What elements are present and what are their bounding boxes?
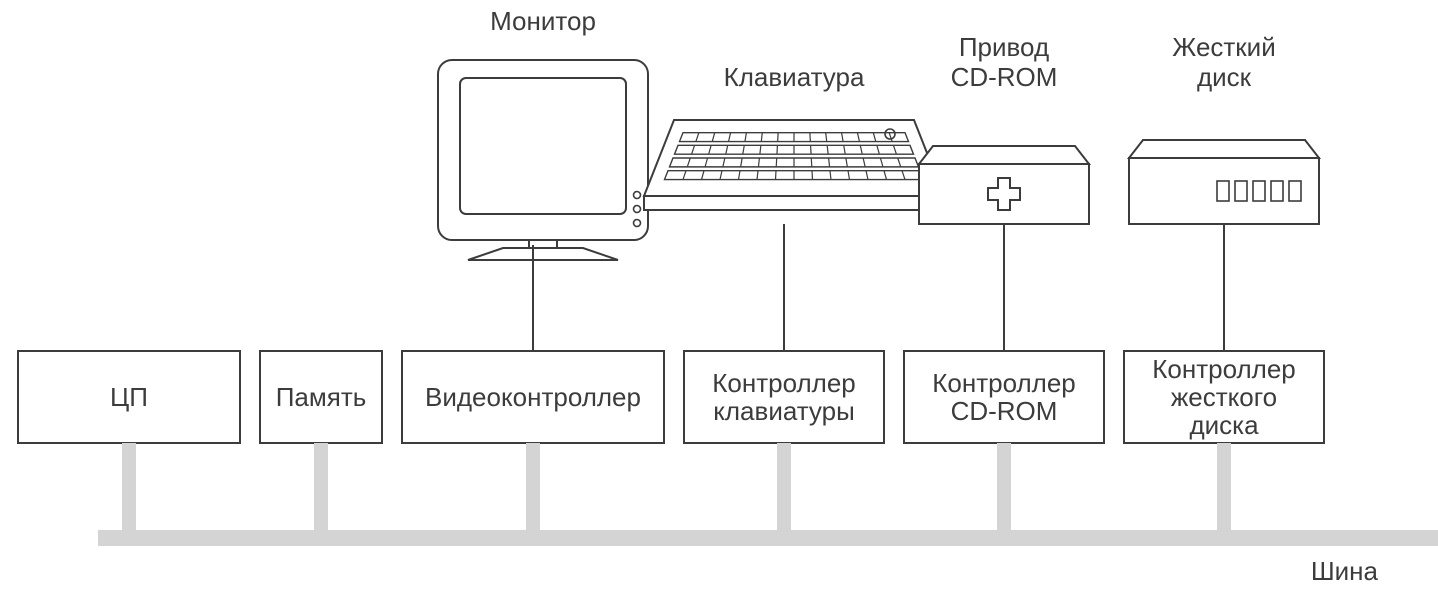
keyboard-device: Клавиатура [644,62,944,351]
svg-text:Память: Память [276,382,367,412]
svg-text:диск: диск [1197,62,1252,92]
cdrom-icon [919,146,1089,224]
svg-text:клавиатуры: клавиатуры [713,396,855,426]
svg-text:Контроллер: Контроллер [932,368,1075,398]
svg-text:CD-ROM: CD-ROM [951,396,1058,426]
hdd-device: Жесткийдиск [1129,32,1319,351]
svg-text:Привод: Привод [959,32,1049,62]
cdrom-device: ПриводCD-ROM [919,32,1089,351]
cpu-box: ЦП [18,351,240,530]
cdrom_ctrl-box: КонтроллерCD-ROM [904,351,1104,530]
svg-text:Контроллер: Контроллер [1152,354,1295,384]
system-bus: Шина [98,530,1438,586]
monitor-device: Монитор [438,6,648,351]
svg-text:Видеоконтроллер: Видеоконтроллер [425,382,641,412]
svg-text:Шина: Шина [1311,556,1379,586]
memory-box: Память [260,351,382,530]
kbd_ctrl-bus-connector [777,443,791,530]
svg-text:Монитор: Монитор [490,6,596,36]
cdrom_ctrl-bus-connector [997,443,1011,530]
monitor-icon [438,60,648,260]
svg-text:CD-ROM: CD-ROM [951,62,1058,92]
hdd-icon [1129,140,1319,224]
hdd_ctrl-box: Контроллержесткогодиска [1124,351,1324,530]
video-bus-connector [526,443,540,530]
kbd_ctrl-box: Контроллерклавиатуры [684,351,884,530]
svg-text:диска: диска [1189,410,1259,440]
svg-text:Контроллер: Контроллер [712,368,855,398]
hdd_ctrl-bus-connector [1217,443,1231,530]
keyboard-icon [644,120,944,210]
video-box: Видеоконтроллер [402,351,664,530]
svg-text:ЦП: ЦП [110,382,148,412]
memory-bus-connector [314,443,328,530]
svg-text:Жесткий: Жесткий [1172,32,1275,62]
cpu-bus-connector [122,443,136,530]
svg-text:жесткого: жесткого [1171,382,1277,412]
svg-text:Клавиатура: Клавиатура [724,62,865,92]
